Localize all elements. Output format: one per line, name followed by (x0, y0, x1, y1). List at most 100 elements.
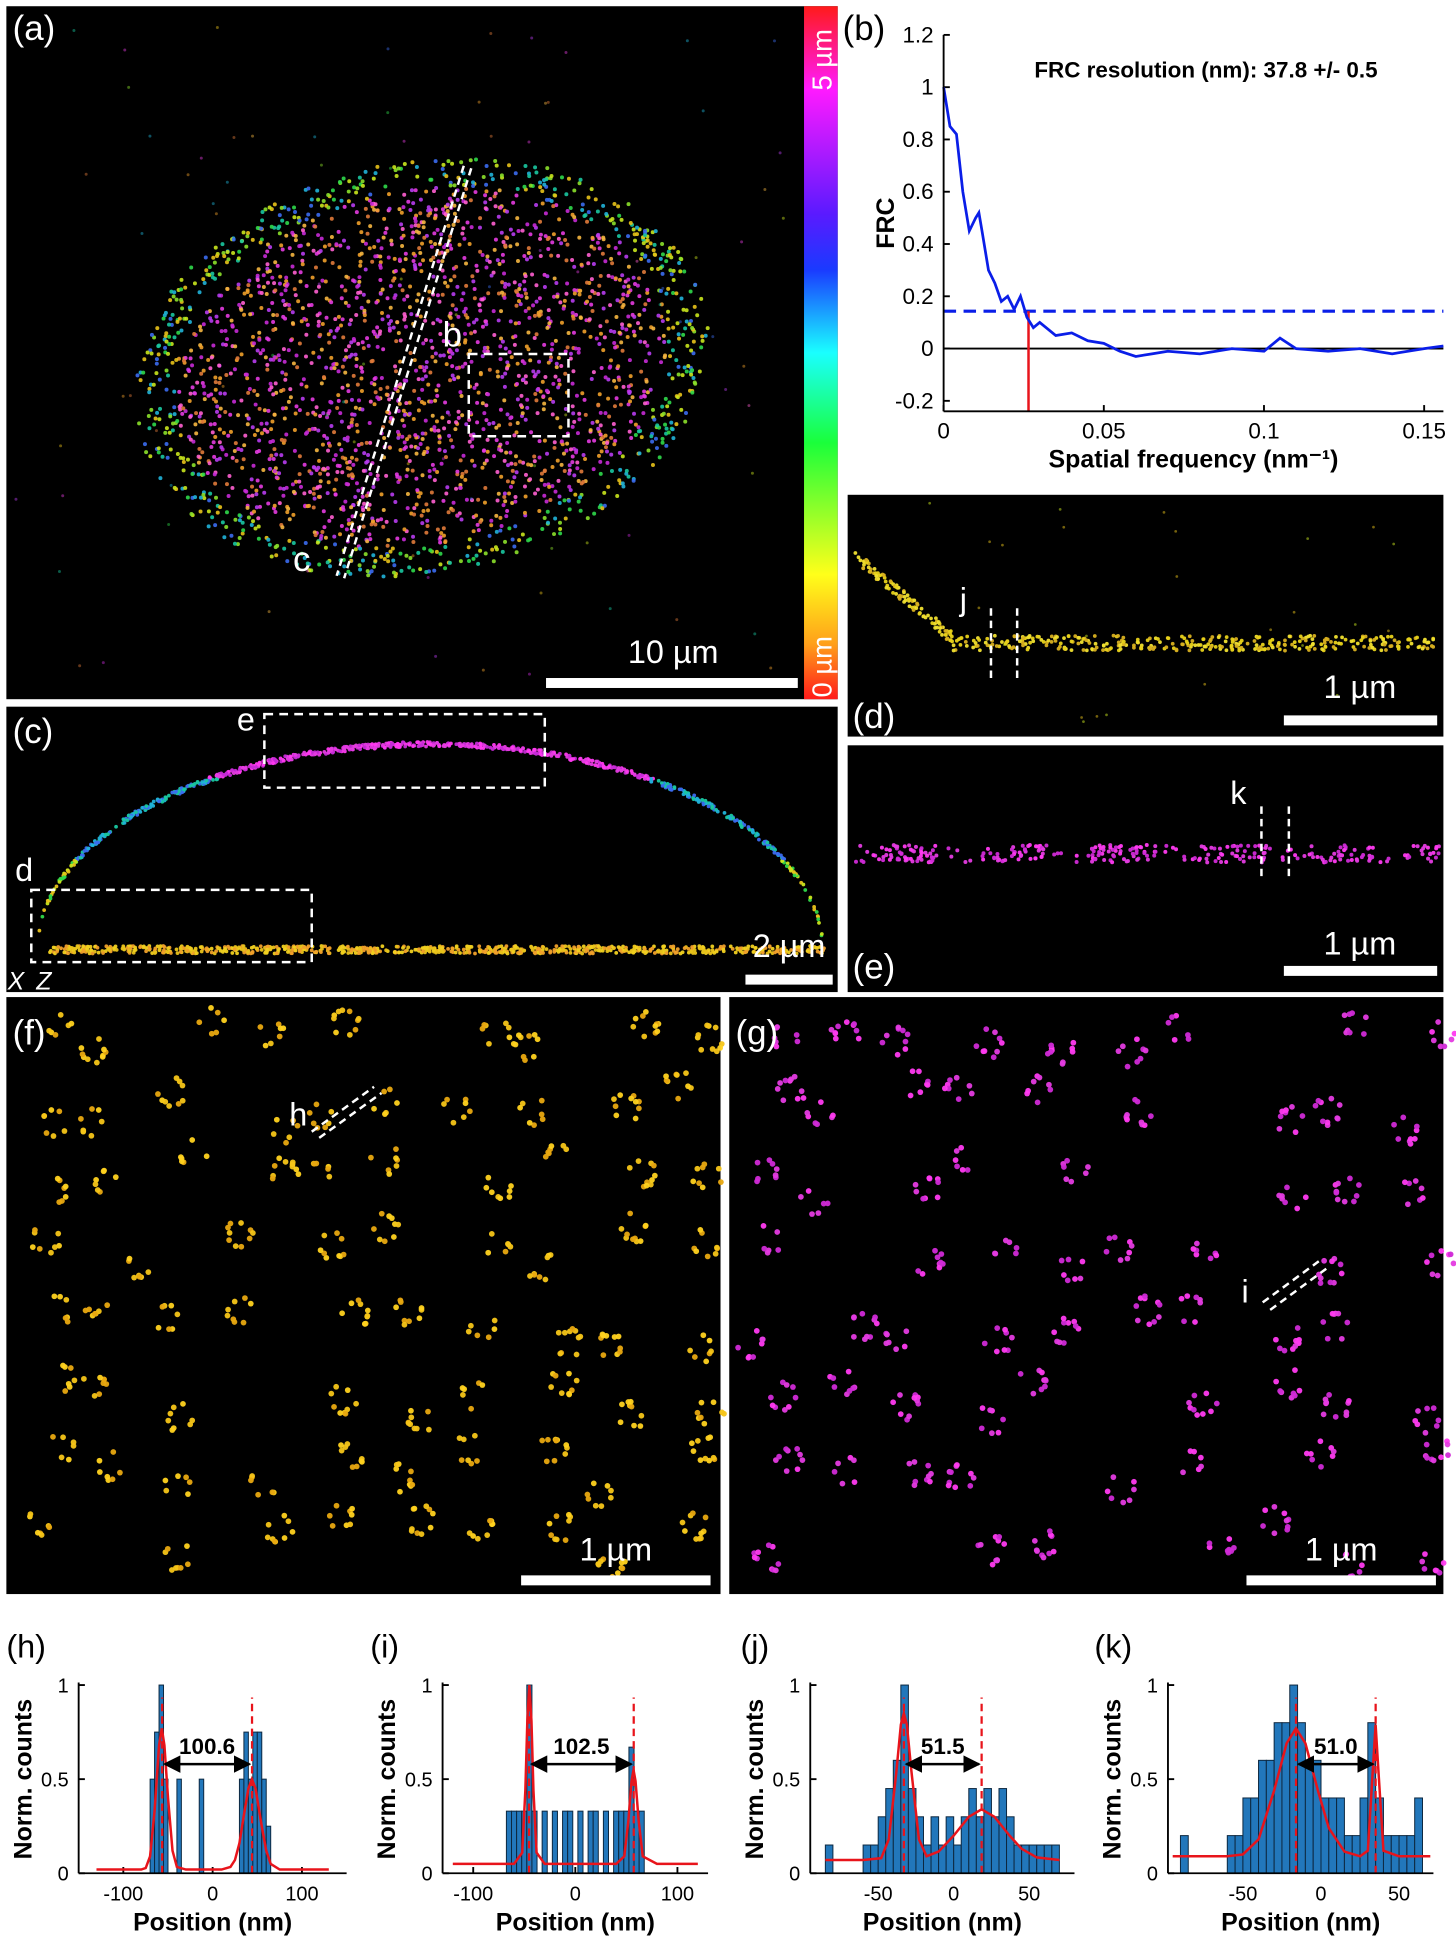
localization (930, 621, 935, 626)
localization (459, 393, 464, 398)
localization (333, 453, 338, 458)
localization (323, 279, 328, 284)
localization (1342, 843, 1347, 848)
localization (1145, 853, 1150, 858)
localization (151, 382, 156, 387)
localization (585, 299, 590, 304)
localization (470, 498, 474, 503)
localization (178, 455, 183, 460)
localization (41, 1112, 48, 1119)
localization (599, 331, 603, 336)
localization (348, 318, 353, 323)
localization (630, 312, 635, 317)
localization (933, 843, 938, 848)
localization (265, 249, 270, 254)
localization (72, 29, 76, 33)
localization (499, 746, 504, 750)
localization (527, 140, 531, 144)
localization (434, 388, 439, 393)
localization (908, 856, 913, 861)
localization (367, 198, 372, 203)
localization (471, 529, 476, 534)
localization (545, 509, 550, 514)
localization (178, 423, 183, 428)
localization (267, 457, 272, 462)
localization (490, 547, 495, 552)
localization (426, 576, 430, 580)
localization (988, 540, 991, 544)
localization (576, 350, 581, 355)
localization (310, 426, 315, 431)
localization (322, 433, 327, 438)
localization (375, 325, 380, 330)
localization (274, 951, 279, 956)
localization (40, 914, 45, 919)
localization (572, 291, 577, 296)
localization (387, 397, 392, 402)
localization (1252, 851, 1257, 856)
localization (681, 307, 686, 312)
localization (384, 519, 389, 524)
localization (387, 328, 392, 333)
localization (585, 516, 590, 521)
localization (531, 369, 536, 374)
localization (450, 364, 455, 369)
localization (893, 844, 898, 849)
localization (480, 297, 485, 302)
localization (478, 519, 483, 524)
localization (477, 949, 482, 954)
localization (365, 569, 370, 574)
localization (339, 198, 344, 203)
localization (489, 134, 493, 138)
localization (1426, 640, 1431, 645)
localization (511, 200, 516, 205)
localization (977, 606, 981, 610)
localization (861, 566, 866, 571)
localization (388, 284, 393, 289)
localization (700, 338, 705, 343)
localization (221, 251, 226, 256)
localization (196, 460, 201, 465)
localization (480, 401, 485, 406)
localization (496, 214, 501, 219)
localization (167, 322, 172, 327)
localization (1084, 648, 1089, 653)
localization (334, 477, 339, 482)
localization (153, 946, 158, 951)
localization (402, 297, 407, 302)
localization (1162, 510, 1166, 514)
localization (667, 400, 672, 405)
localization (372, 377, 377, 382)
localization (1101, 847, 1106, 852)
localization (290, 482, 295, 487)
localization (622, 284, 627, 289)
localization (353, 495, 358, 500)
localization (560, 231, 565, 236)
localization (395, 741, 400, 746)
localization (138, 945, 142, 949)
localization (1336, 849, 1341, 854)
localization (781, 216, 785, 220)
localization (1087, 641, 1092, 645)
localization (692, 304, 697, 309)
localization (618, 948, 623, 953)
localization (1340, 635, 1344, 640)
localization (1066, 634, 1071, 638)
localization (925, 853, 930, 858)
localization (433, 207, 438, 212)
localization (1426, 856, 1431, 861)
localization (471, 556, 476, 561)
localization (692, 948, 697, 952)
localization (270, 439, 275, 444)
localization (84, 172, 88, 176)
localization (185, 495, 190, 500)
localization (46, 1027, 52, 1034)
localization (256, 516, 261, 521)
localization (342, 564, 347, 569)
localization (558, 425, 563, 430)
localization (445, 322, 450, 327)
localization (538, 180, 543, 185)
localization (539, 471, 544, 476)
localization (360, 179, 365, 184)
localization (185, 948, 190, 953)
